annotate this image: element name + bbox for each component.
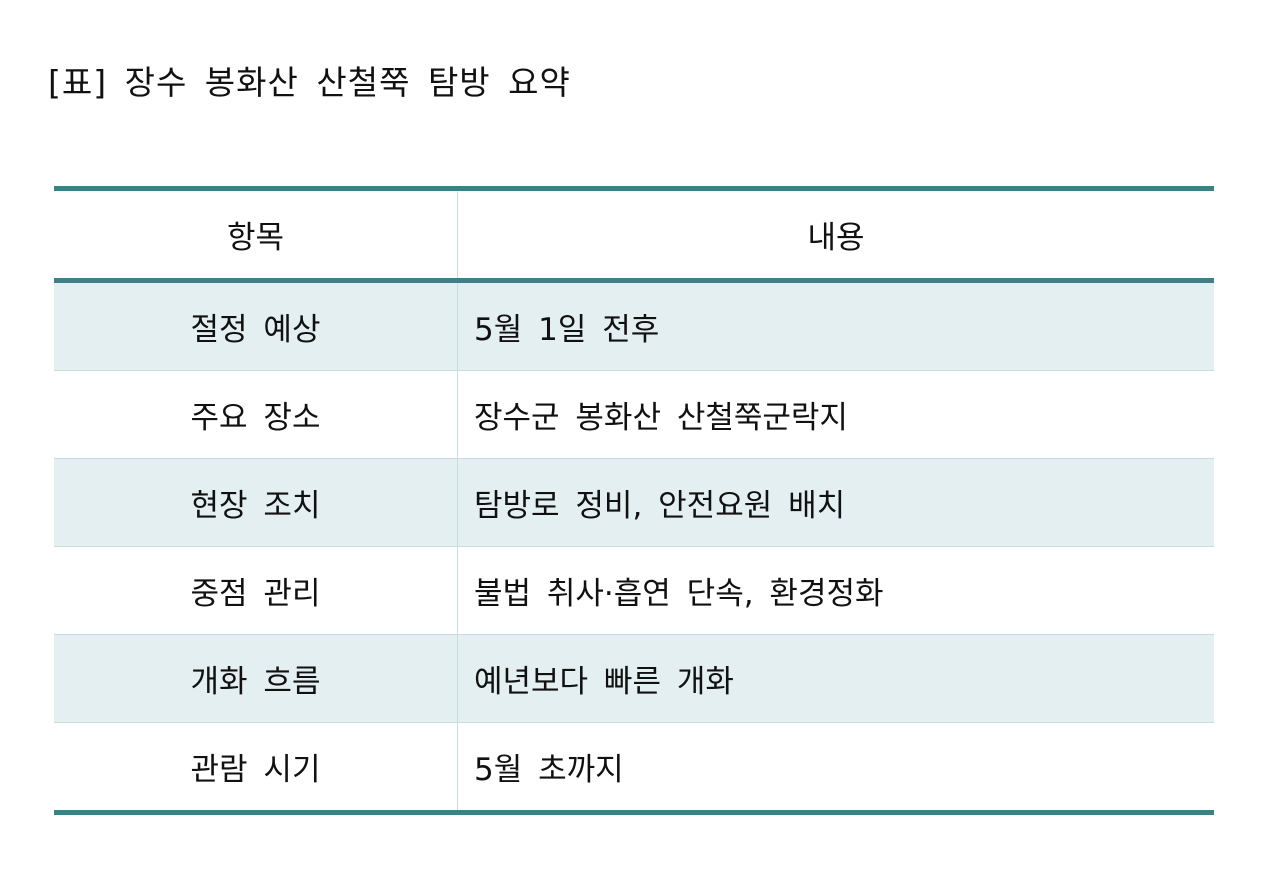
header-content: 내용 (807, 220, 865, 256)
row-value: 불법 취사·흡연 단속, 환경정화 (474, 576, 884, 612)
row-value: 장수군 봉화산 산철쭉군락지 (474, 400, 848, 436)
table-row: 절정 예상 5월 1일 전후 (54, 280, 1214, 371)
table-row: 현장 조치 탐방로 정비, 안전요원 배치 (54, 458, 1214, 547)
table-header-row: 항목 내용 (54, 188, 1214, 281)
table-row: 중점 관리 불법 취사·흡연 단속, 환경정화 (54, 546, 1214, 635)
row-value: 예년보다 빠른 개화 (474, 664, 734, 700)
summary-table: 항목 내용 절정 예상 5월 1일 전후 주요 장소 장수군 봉화산 산철쭉군락지 … (54, 186, 1214, 815)
row-label: 주요 장소 (54, 370, 458, 459)
row-label: 절정 예상 (54, 280, 458, 371)
row-label: 중점 관리 (54, 546, 458, 635)
table-row: 관람 시기 5월 초까지 (54, 722, 1214, 813)
row-label: 개화 흐름 (54, 634, 458, 723)
row-label: 관람 시기 (54, 722, 458, 813)
row-value: 탐방로 정비, 안전요원 배치 (474, 488, 846, 524)
table-title: [표] 장수 봉화산 산철쭉 탐방 요약 (48, 63, 571, 102)
table-row: 주요 장소 장수군 봉화산 산철쭉군락지 (54, 370, 1214, 459)
row-value: 5월 초까지 (474, 752, 624, 788)
row-value: 5월 1일 전후 (474, 312, 660, 348)
table-row: 개화 흐름 예년보다 빠른 개화 (54, 634, 1214, 723)
header-item: 항목 (54, 188, 458, 281)
row-label: 현장 조치 (54, 458, 458, 547)
